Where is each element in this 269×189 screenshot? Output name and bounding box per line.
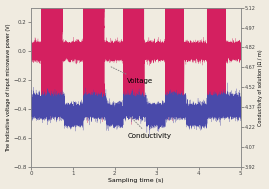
X-axis label: Sampling time (s): Sampling time (s) [108, 178, 164, 184]
Text: Voltage: Voltage [111, 67, 154, 84]
Y-axis label: Conductivity of solution (Ω / m): Conductivity of solution (Ω / m) [259, 49, 263, 126]
Text: Conductivity: Conductivity [125, 111, 171, 139]
Y-axis label: The indicative voltage of input microwave power (V): The indicative voltage of input microwav… [6, 23, 10, 152]
